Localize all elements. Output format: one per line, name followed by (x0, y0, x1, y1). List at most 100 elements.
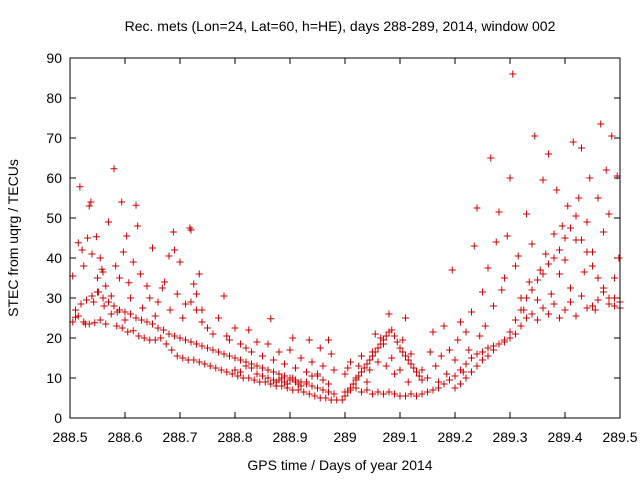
data-point-marker (80, 262, 88, 270)
y-tick-label: 10 (46, 370, 62, 386)
data-point-marker (116, 274, 123, 282)
data-point-marker (561, 256, 569, 264)
data-point-marker (118, 198, 126, 206)
data-point-marker (179, 314, 187, 322)
data-point-marker (534, 296, 541, 304)
data-point-marker (171, 246, 178, 254)
data-point-marker (462, 374, 470, 382)
data-point-marker (484, 352, 492, 360)
data-point-marker (583, 304, 591, 312)
data-point-marker (580, 268, 588, 276)
data-point-marker (481, 322, 489, 330)
data-point-marker (193, 290, 200, 298)
plot-frame (69, 57, 621, 419)
data-point-marker (325, 336, 332, 344)
data-point-marker (87, 198, 95, 206)
data-point-marker (110, 165, 118, 173)
data-point-marker (404, 378, 412, 386)
data-point-marker (72, 306, 79, 314)
data-point-marker (468, 354, 475, 362)
data-point-marker (212, 364, 220, 372)
data-point-marker (426, 348, 434, 356)
data-point-marker (512, 330, 519, 338)
data-point-marker (171, 332, 178, 340)
data-point-marker (448, 266, 456, 274)
data-point-marker (550, 230, 558, 238)
data-point-marker (226, 336, 233, 344)
data-point-marker (139, 304, 147, 312)
data-point-marker (173, 352, 181, 360)
data-point-marker (468, 308, 475, 316)
data-point-marker (578, 144, 585, 152)
data-point-marker (366, 366, 374, 374)
data-point-marker (429, 328, 437, 336)
data-point-marker (209, 346, 217, 354)
data-point-marker (380, 390, 387, 398)
data-point-marker (484, 264, 492, 272)
y-tick-label: 80 (46, 90, 62, 106)
data-point-marker (611, 302, 618, 310)
data-point-marker (594, 194, 602, 202)
data-point-marker (404, 356, 412, 364)
data-point-marker (195, 270, 203, 278)
data-point-marker (435, 378, 442, 386)
data-point-marker (490, 302, 497, 310)
data-point-marker (451, 356, 459, 364)
y-tick-label: 30 (46, 290, 62, 306)
data-point-marker (358, 388, 365, 396)
data-point-marker (602, 166, 610, 174)
data-point-marker (182, 336, 189, 344)
data-point-marker (371, 330, 379, 338)
data-point-marker (470, 242, 478, 250)
data-point-marker (154, 324, 162, 332)
data-point-marker (534, 316, 541, 324)
data-point-marker (187, 298, 195, 306)
data-point-marker (347, 386, 354, 394)
data-point-marker (204, 344, 211, 352)
data-point-marker (360, 364, 368, 372)
data-point-marker (479, 288, 486, 296)
data-point-marker (605, 294, 613, 302)
data-point-marker (259, 364, 266, 372)
data-point-marker (237, 356, 244, 364)
data-point-marker (283, 380, 291, 388)
data-point-marker (223, 332, 231, 340)
data-point-marker (597, 120, 605, 128)
data-point-marker (545, 310, 552, 318)
data-point-marker (169, 228, 177, 236)
data-point-marker (187, 226, 195, 234)
data-point-marker (253, 362, 261, 370)
data-point-marker (347, 358, 354, 366)
data-point-marker (465, 346, 473, 354)
data-point-marker (94, 274, 101, 282)
data-point-marker (88, 250, 96, 258)
data-point-marker (127, 310, 134, 318)
data-point-marker (330, 366, 338, 374)
data-point-marker (547, 290, 555, 298)
data-point-marker (473, 362, 481, 370)
data-point-marker (102, 282, 110, 290)
data-point-marker (396, 366, 404, 374)
data-point-marker (160, 326, 167, 334)
data-point-marker (253, 370, 261, 378)
data-point-marker (286, 346, 294, 354)
data-point-marker (226, 352, 233, 360)
data-point-marker (99, 294, 107, 302)
data-point-marker (495, 340, 503, 348)
data-point-marker (270, 356, 277, 364)
data-point-marker (374, 358, 382, 366)
data-point-marker (77, 300, 85, 308)
data-point-marker (85, 202, 93, 210)
data-point-marker (402, 392, 409, 400)
data-point-marker (85, 320, 93, 328)
data-point-marker (135, 332, 143, 340)
data-point-marker (187, 338, 195, 346)
data-point-marker (435, 384, 442, 392)
data-point-marker (418, 376, 426, 384)
chart-title: Rec. mets (Lon=24, Lat=60, h=HE), days 2… (125, 18, 556, 34)
data-point-marker (564, 202, 572, 210)
data-point-marker (107, 292, 115, 300)
data-point-marker (553, 186, 561, 194)
data-point-marker (319, 362, 327, 370)
x-tick-label: 289.1 (382, 429, 417, 445)
